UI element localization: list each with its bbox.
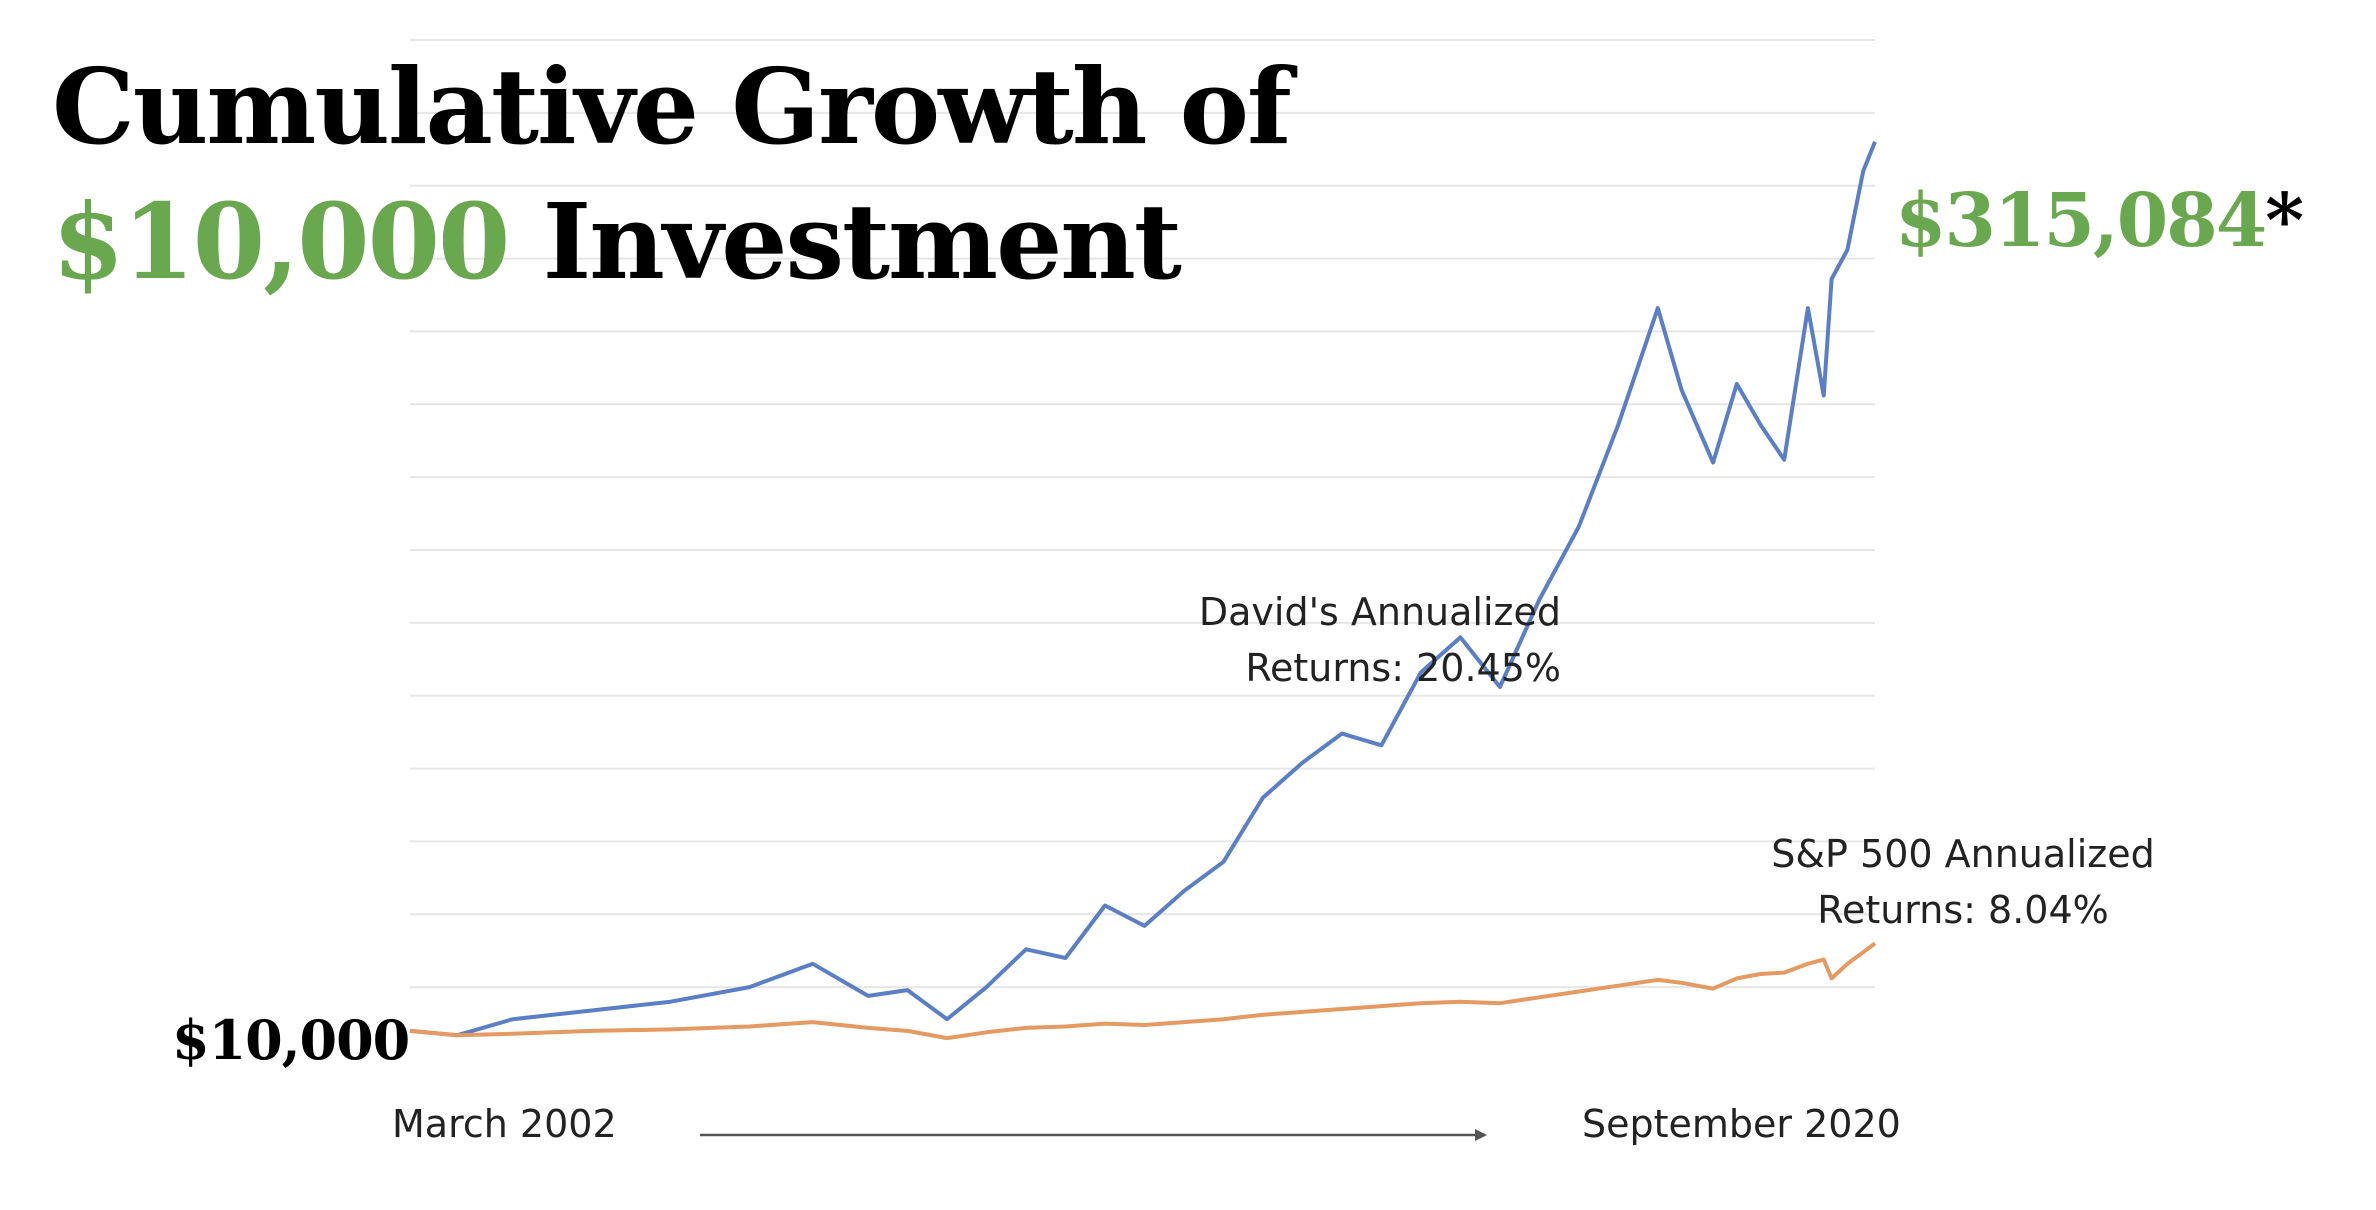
chart-title-line2: $10,000 Investment	[52, 190, 1182, 294]
sp500-annotation-line1: S&P 500 Annualized	[1771, 832, 2155, 876]
x-axis-start-label: March 2002	[392, 1102, 617, 1146]
title-amount: $10,000	[52, 180, 510, 303]
end-value-label: $315,084*	[1895, 178, 2304, 264]
sp500-returns-annotation: S&P 500 Annualized Returns: 8.04%	[1763, 826, 2163, 938]
sp500-series-line	[409, 941, 1877, 1041]
start-value-label: $10,000	[172, 1008, 410, 1072]
chart-gridlines	[410, 39, 1875, 989]
david-annotation-line1: David's Annualized	[1198, 590, 1561, 634]
sp500-annotation-line2: Returns: 8.04%	[1817, 888, 2109, 932]
chart-title-line1: Cumulative Growth of	[52, 45, 1292, 168]
david-series-line	[409, 141, 1877, 1038]
chart-series	[409, 141, 1877, 1041]
end-value-asterisk: *	[2265, 178, 2304, 264]
end-value-amount: $315,084	[1895, 178, 2267, 264]
title-rest: Investment	[542, 180, 1182, 303]
x-axis-end-label: September 2020	[1582, 1102, 1901, 1146]
david-annotation-line2: Returns: 20.45%	[1245, 646, 1561, 690]
david-returns-annotation: David's Annualized Returns: 20.45%	[1199, 584, 1561, 696]
